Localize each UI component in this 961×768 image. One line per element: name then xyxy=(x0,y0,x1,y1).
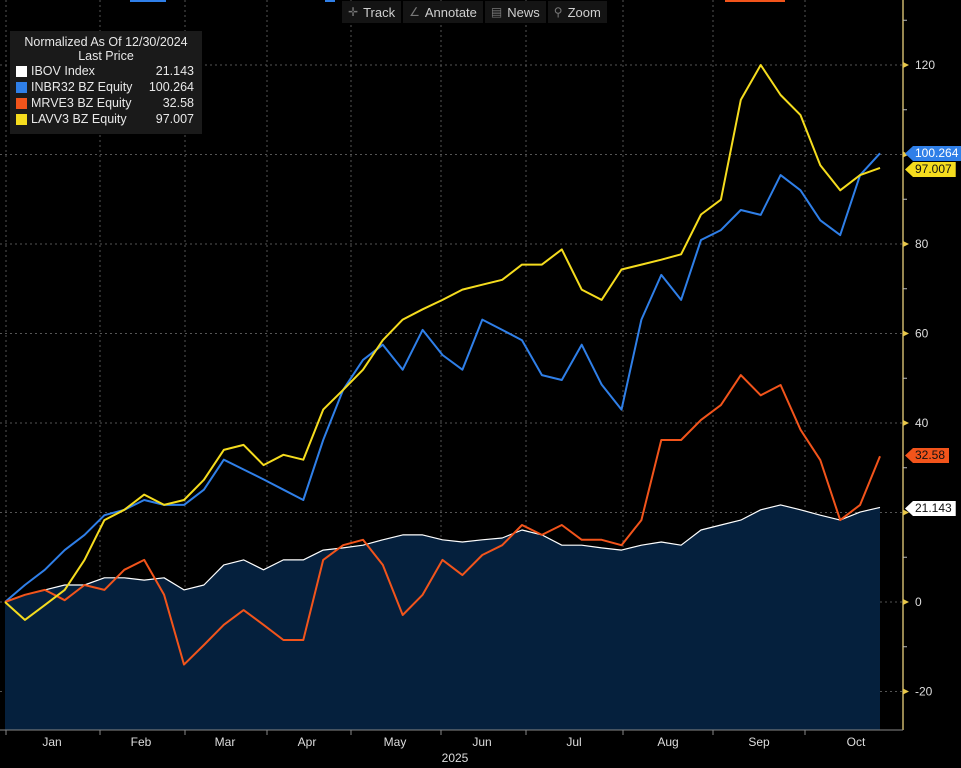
series-line-mrve3[interactable] xyxy=(4,374,881,666)
zoom-label: Zoom xyxy=(567,4,601,20)
x-tick-label: May xyxy=(384,735,407,749)
x-axis-label: 2025 xyxy=(442,751,469,765)
y-tick-marker xyxy=(903,599,909,605)
y-tick-label: 120 xyxy=(915,58,935,72)
series-line-inbr32[interactable] xyxy=(4,152,881,603)
last-value-tag: 32.58 xyxy=(905,448,950,463)
top-tab-accent xyxy=(725,0,785,2)
legend-series-name: IBOV Index xyxy=(31,64,95,78)
y-tick-marker xyxy=(903,330,909,337)
legend-item[interactable]: INBR32 BZ Equity 100.264 xyxy=(10,79,202,95)
legend-item[interactable]: IBOV Index 21.143 xyxy=(10,63,202,79)
legend-last-value: 100.264 xyxy=(148,80,194,94)
y-tick-label: 60 xyxy=(915,327,929,341)
legend-swatch xyxy=(16,97,27,109)
last-value-tag: 100.264 xyxy=(905,146,961,161)
x-tick-label: Sep xyxy=(748,735,770,749)
zoom-button[interactable]: ⚲ Zoom xyxy=(547,1,607,23)
legend-series-name: LAVV3 BZ Equity xyxy=(31,112,127,126)
y-tick-label: 0 xyxy=(915,595,922,609)
news-icon: ▤ xyxy=(490,5,503,19)
y-tick-marker xyxy=(903,688,909,695)
y-tick-marker xyxy=(903,62,909,68)
y-tick-marker xyxy=(903,420,909,426)
x-tick-label: Mar xyxy=(215,735,236,749)
annotate-button[interactable]: ∠ Annotate xyxy=(403,1,483,23)
x-tick-label: Oct xyxy=(847,735,866,749)
track-label: Track xyxy=(363,4,396,20)
y-tick-label: 40 xyxy=(915,416,929,430)
legend: Normalized As Of 12/30/2024 Last Price I… xyxy=(10,31,202,134)
ibov-area xyxy=(5,504,880,730)
legend-subtitle: Last Price xyxy=(78,49,134,63)
top-tab-accent xyxy=(130,0,166,2)
news-label: News xyxy=(507,4,540,20)
x-tick-label: Aug xyxy=(657,735,678,749)
last-value-tag: 21.143 xyxy=(905,501,956,516)
magnifier-icon: ⚲ xyxy=(553,5,563,19)
pencil-icon: ∠ xyxy=(409,5,420,19)
x-tick-label: Jun xyxy=(472,735,491,749)
legend-swatch xyxy=(16,65,27,77)
legend-series-name: MRVE3 BZ Equity xyxy=(31,96,132,110)
y-tick-label: -20 xyxy=(915,685,933,699)
y-tick-marker xyxy=(903,509,909,516)
legend-last-value: 97.007 xyxy=(155,112,194,126)
legend-title: Normalized As Of 12/30/2024 xyxy=(24,35,188,49)
x-tick-label: Apr xyxy=(298,735,317,749)
legend-item[interactable]: MRVE3 BZ Equity 32.58 xyxy=(10,95,202,111)
y-tick-marker xyxy=(903,241,909,247)
legend-item[interactable]: LAVV3 BZ Equity 97.007 xyxy=(10,111,202,127)
track-button[interactable]: ✛ Track xyxy=(342,1,402,23)
top-tab-accent xyxy=(325,0,335,2)
legend-last-value: 32.58 xyxy=(162,96,194,110)
crosshair-icon: ✛ xyxy=(348,5,359,19)
legend-swatch xyxy=(16,81,27,93)
y-tick-label: 80 xyxy=(915,237,929,251)
annotate-label: Annotate xyxy=(424,4,477,20)
legend-last-value: 21.143 xyxy=(155,64,194,78)
x-tick-label: Jul xyxy=(566,735,581,749)
news-button[interactable]: ▤ News xyxy=(484,1,546,23)
legend-series-name: INBR32 BZ Equity xyxy=(31,80,133,94)
y-tick-marker xyxy=(903,151,909,158)
chart-toolbar: ✛ Track ∠ Annotate ▤ News ⚲ Zoom xyxy=(342,1,607,23)
x-tick-label: Feb xyxy=(131,735,152,749)
series-line-lavv3[interactable] xyxy=(4,64,881,621)
legend-swatch xyxy=(16,113,27,125)
last-value-tag: 97.007 xyxy=(905,162,956,177)
x-tick-label: Jan xyxy=(42,735,61,749)
series-line-ibov[interactable] xyxy=(4,504,881,603)
